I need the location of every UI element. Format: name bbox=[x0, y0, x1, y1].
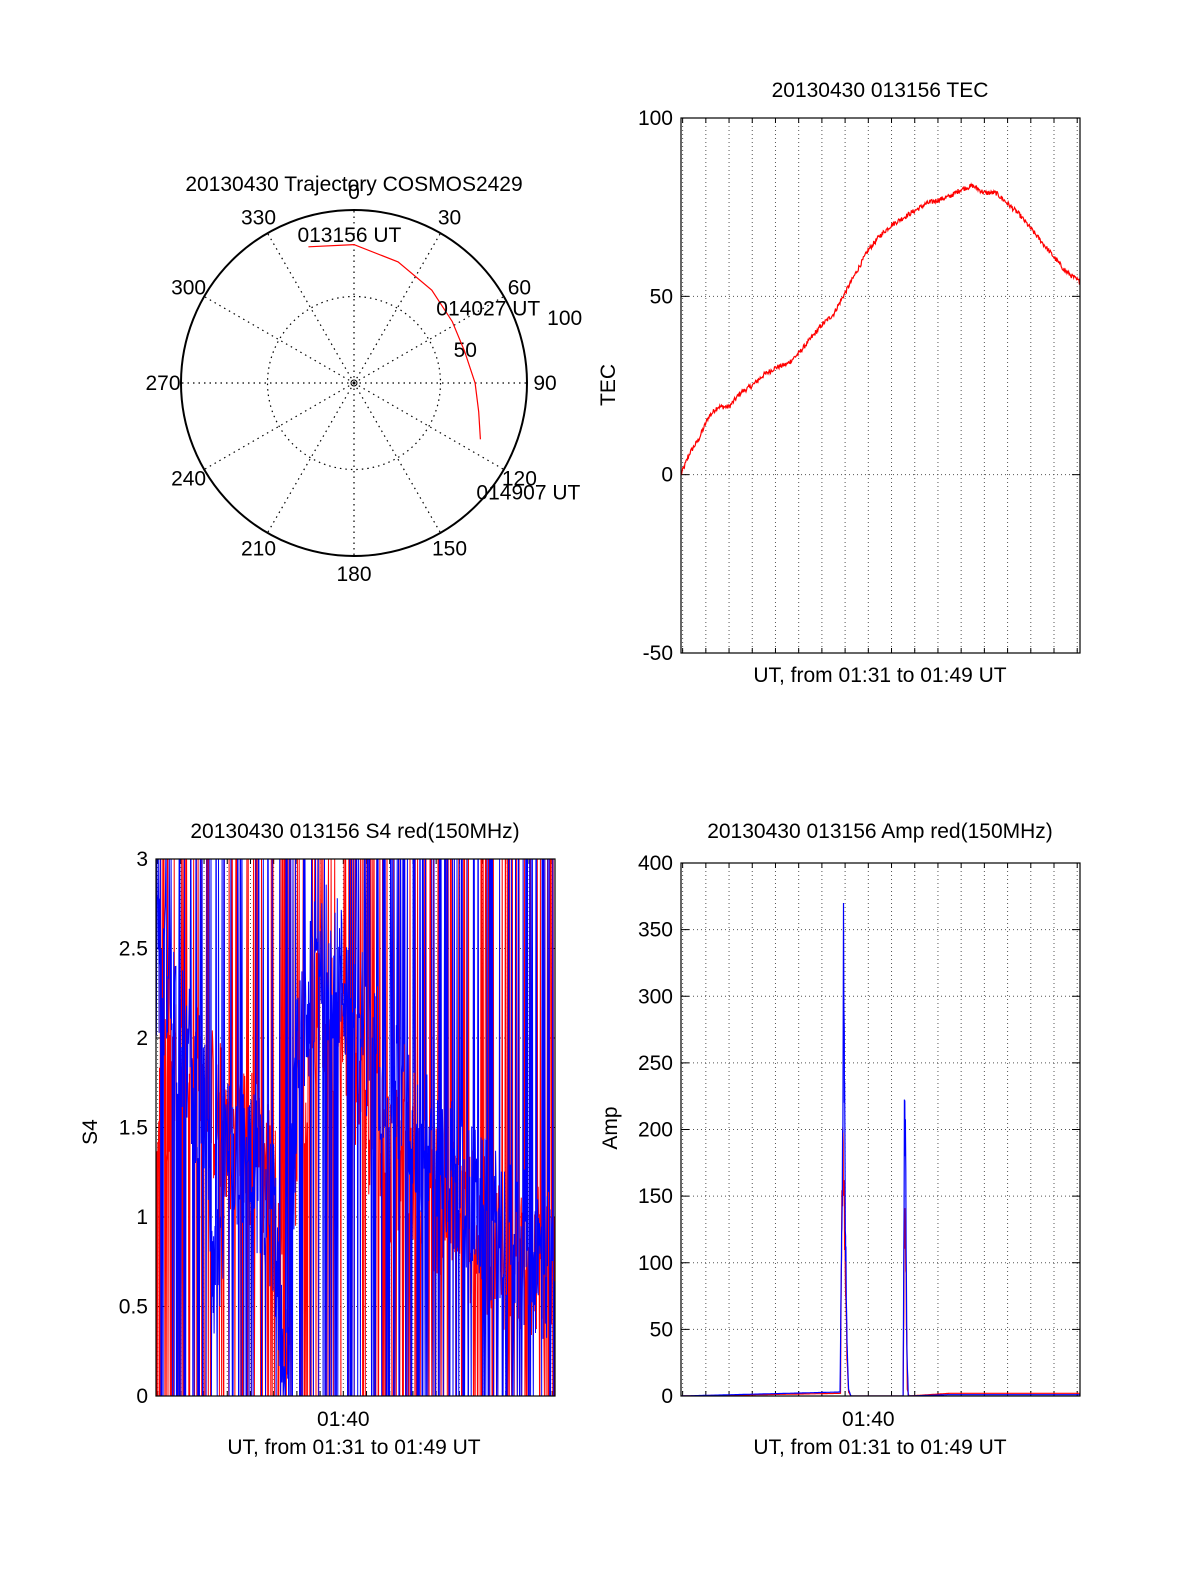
tec-ytick-label: 0 bbox=[661, 464, 673, 487]
polar-center bbox=[350, 379, 358, 387]
amp-ytick-label: 200 bbox=[638, 1119, 673, 1142]
polar-grid bbox=[180, 209, 528, 557]
polar-azimuth-tick: 0 bbox=[348, 181, 360, 204]
s4-ytick-label: 1 bbox=[136, 1206, 148, 1229]
polar-azimuth-tick: 330 bbox=[241, 207, 276, 230]
polar-azimuth-tick: 240 bbox=[171, 468, 206, 491]
s4-title: 20130430 013156 S4 red(150MHz) bbox=[190, 820, 519, 843]
polar-azimuth-tick: 60 bbox=[508, 277, 531, 300]
amp-plot-frame bbox=[680, 862, 1081, 1397]
tec-ticks: -50 0 50 100 bbox=[638, 107, 673, 665]
polar-azimuth-tick: 120 bbox=[502, 468, 537, 491]
polar-time-label: 014907 UT bbox=[476, 481, 580, 504]
s4-plot-frame bbox=[155, 858, 556, 1397]
tec-plot-frame bbox=[680, 117, 1081, 654]
tec-ytick-label: 50 bbox=[650, 285, 673, 308]
s4-ytick-label: 0 bbox=[136, 1385, 148, 1408]
tec-grid bbox=[681, 117, 1080, 654]
polar-spoke bbox=[266, 232, 355, 384]
amp-ytick-label: 250 bbox=[638, 1052, 673, 1075]
polar-radial-tick: 50 bbox=[454, 339, 477, 362]
amp-xtick-label: 01:40 bbox=[842, 1408, 895, 1431]
polar-title: 20130430 Trajectory COSMOS2429 bbox=[185, 173, 522, 196]
s4-ytick-label: 2 bbox=[136, 1027, 148, 1050]
amp-ytick-label: 300 bbox=[638, 985, 673, 1008]
polar-spoke bbox=[353, 382, 442, 534]
polar-spoke bbox=[203, 295, 355, 384]
s4-xtick-label: 01:40 bbox=[317, 1408, 370, 1431]
s4-ytick-label: 0.5 bbox=[119, 1296, 148, 1319]
s4-line-blue bbox=[156, 859, 555, 1396]
amp-ytick-label: 0 bbox=[661, 1385, 673, 1408]
polar-outer-ring bbox=[180, 209, 528, 557]
s4-series bbox=[156, 859, 555, 1396]
polar-ticks: 0 30 60 90 120 150 180 210 240 270 300 330 50 100 bbox=[145, 181, 582, 586]
tec-ytick-label: 100 bbox=[638, 107, 673, 130]
tec-series bbox=[681, 182, 1080, 476]
polar-azimuth-tick: 270 bbox=[145, 372, 180, 395]
polar-azimuth-tick: 210 bbox=[241, 537, 276, 560]
polar-azimuth-tick: 90 bbox=[533, 372, 556, 395]
polar-azimuth-tick: 180 bbox=[336, 563, 371, 586]
tec-ytick-label: -50 bbox=[643, 642, 673, 665]
polar-time-label: 013156 UT bbox=[297, 224, 401, 247]
polar-trajectory-line bbox=[308, 243, 481, 440]
s4-ytick-label: 1.5 bbox=[119, 1117, 148, 1140]
polar-chart: 20130430 Trajectory COSMOS2429 0 30 60 90 12… bbox=[145, 173, 582, 586]
polar-spoke bbox=[203, 382, 355, 471]
amp-ylabel: Amp bbox=[599, 1106, 622, 1149]
polar-radial-tick: 100 bbox=[547, 307, 582, 330]
tec-chart: 20130430 013156 TEC -50 0 50 100 TEC UT, fr… bbox=[597, 79, 1081, 687]
amp-ytick-label: 150 bbox=[638, 1185, 673, 1208]
amp-ytick-label: 50 bbox=[650, 1318, 673, 1341]
amp-ytick-label: 350 bbox=[638, 919, 673, 942]
polar-azimuth-tick: 30 bbox=[438, 207, 461, 230]
amp-title: 20130430 013156 Amp red(150MHz) bbox=[707, 820, 1053, 843]
amp-grid bbox=[681, 862, 1080, 1397]
amp-ytick-label: 400 bbox=[638, 852, 673, 875]
polar-time-label: 014027 UT bbox=[436, 298, 540, 321]
s4-ticks: 0 0.5 1 1.5 2 2.5 3 01:40 bbox=[119, 848, 370, 1431]
s4-xlabel: UT, from 01:31 to 01:49 UT bbox=[227, 1436, 480, 1459]
amp-line-blue bbox=[681, 902, 1080, 1396]
polar-spoke bbox=[353, 232, 442, 384]
amp-line-red bbox=[681, 1126, 1080, 1396]
polar-trajectory: 013156 UT 014027 UT 014907 UT bbox=[297, 224, 580, 504]
polar-azimuth-tick: 300 bbox=[171, 277, 206, 300]
amp-chart: 20130430 013156 Amp red(150MHz) 0 50 100 15… bbox=[599, 820, 1081, 1459]
amp-xlabel: UT, from 01:31 to 01:49 UT bbox=[753, 1436, 1006, 1459]
s4-ytick-label: 3 bbox=[136, 848, 148, 871]
tec-xlabel: UT, from 01:31 to 01:49 UT bbox=[753, 664, 1006, 687]
amp-series bbox=[681, 902, 1080, 1396]
polar-spoke bbox=[353, 382, 505, 471]
tec-ylabel: TEC bbox=[597, 364, 620, 406]
s4-ylabel: S4 bbox=[79, 1119, 102, 1145]
tec-line bbox=[681, 182, 1080, 476]
polar-ring-50 bbox=[266, 295, 442, 471]
polar-spoke bbox=[353, 295, 505, 384]
tec-title: 20130430 013156 TEC bbox=[772, 79, 989, 102]
amp-ticks: 0 50 100 150 200 250 300 350 400 01:40 bbox=[638, 852, 895, 1431]
s4-ytick-label: 2.5 bbox=[119, 938, 148, 961]
s4-chart: 20130430 013156 S4 red(150MHz) 0 0.5 1 1.5 2… bbox=[79, 820, 556, 1459]
amp-ytick-label: 100 bbox=[638, 1252, 673, 1275]
polar-azimuth-tick: 150 bbox=[432, 537, 467, 560]
polar-spoke bbox=[266, 382, 355, 534]
